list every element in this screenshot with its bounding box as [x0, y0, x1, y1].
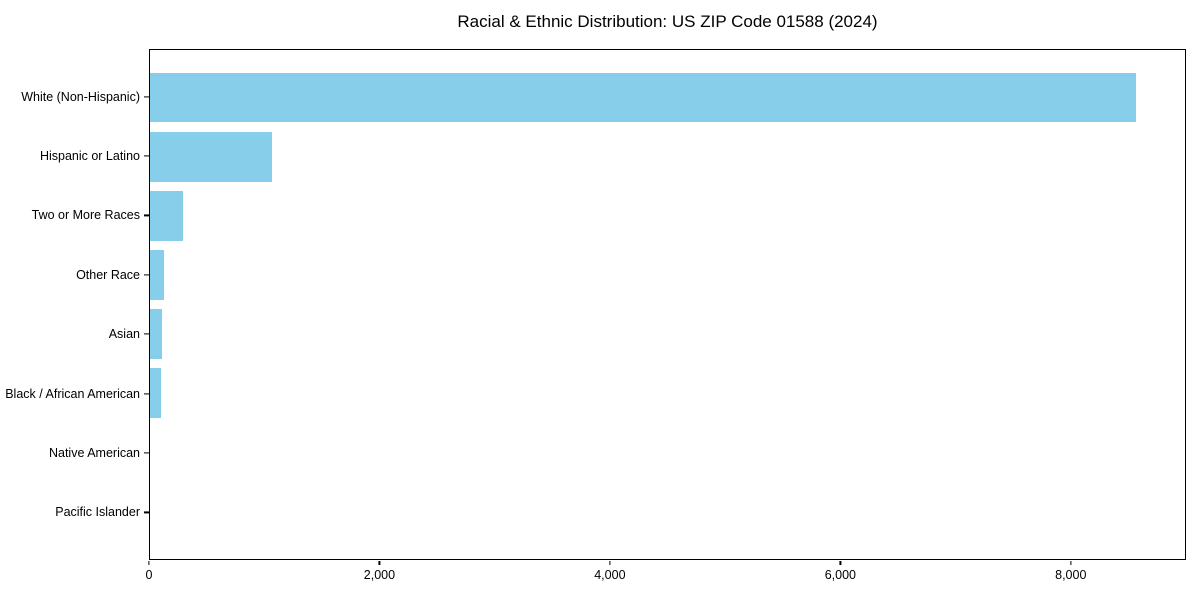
x-tick-mark — [609, 561, 611, 565]
y-tick-mark — [144, 452, 149, 454]
bar-row — [150, 364, 1185, 423]
y-tick-label: Two or More Races — [31, 208, 140, 223]
x-tick-label: 8,000 — [1055, 568, 1087, 582]
y-tick-label: Other Race — [76, 267, 140, 282]
bar-two-or-more-races — [150, 190, 184, 241]
y-tick-mark — [144, 274, 149, 276]
bar-white-non-hispanic — [150, 72, 1136, 123]
bar-row — [150, 245, 1185, 304]
bar-row — [150, 482, 1185, 541]
bar-row — [150, 423, 1185, 482]
y-tick-label: White (Non-Hispanic) — [21, 89, 140, 104]
y-tick-mark — [144, 511, 149, 513]
bar-row — [150, 127, 1185, 186]
x-tick-mark — [839, 561, 841, 565]
plot-area — [149, 49, 1186, 560]
y-tick-mark — [144, 214, 149, 217]
x-tick-label: 2,000 — [363, 568, 396, 582]
x-tick-label: 0 — [145, 568, 153, 582]
y-tick-label: Asian — [108, 327, 140, 342]
bar-asian — [150, 309, 163, 359]
x-tick-mark — [148, 561, 150, 565]
bar-row — [150, 68, 1185, 127]
y-tick-label: Black / African American — [5, 386, 140, 401]
y-tick-label: Pacific Islander — [55, 505, 140, 520]
y-tick-label: Native American — [48, 445, 140, 460]
x-tick-label: 6,000 — [824, 568, 856, 582]
y-tick-label: Hispanic or Latino — [39, 149, 140, 164]
y-tick-mark — [144, 96, 149, 98]
y-tick-mark — [144, 392, 149, 395]
bar-row — [150, 305, 1185, 364]
bar-row — [150, 186, 1185, 245]
x-tick-label: 4,000 — [594, 568, 626, 582]
bar-hispanic-or-latino — [150, 131, 272, 182]
bar-other-race — [150, 250, 164, 300]
chart-title: Racial & Ethnic Distribution: US ZIP Cod… — [457, 12, 878, 31]
y-tick-mark — [144, 155, 149, 157]
x-tick-mark — [1070, 561, 1072, 565]
bar-black-african-american — [150, 368, 161, 419]
y-tick-mark — [144, 333, 149, 335]
x-tick-mark — [378, 561, 381, 565]
